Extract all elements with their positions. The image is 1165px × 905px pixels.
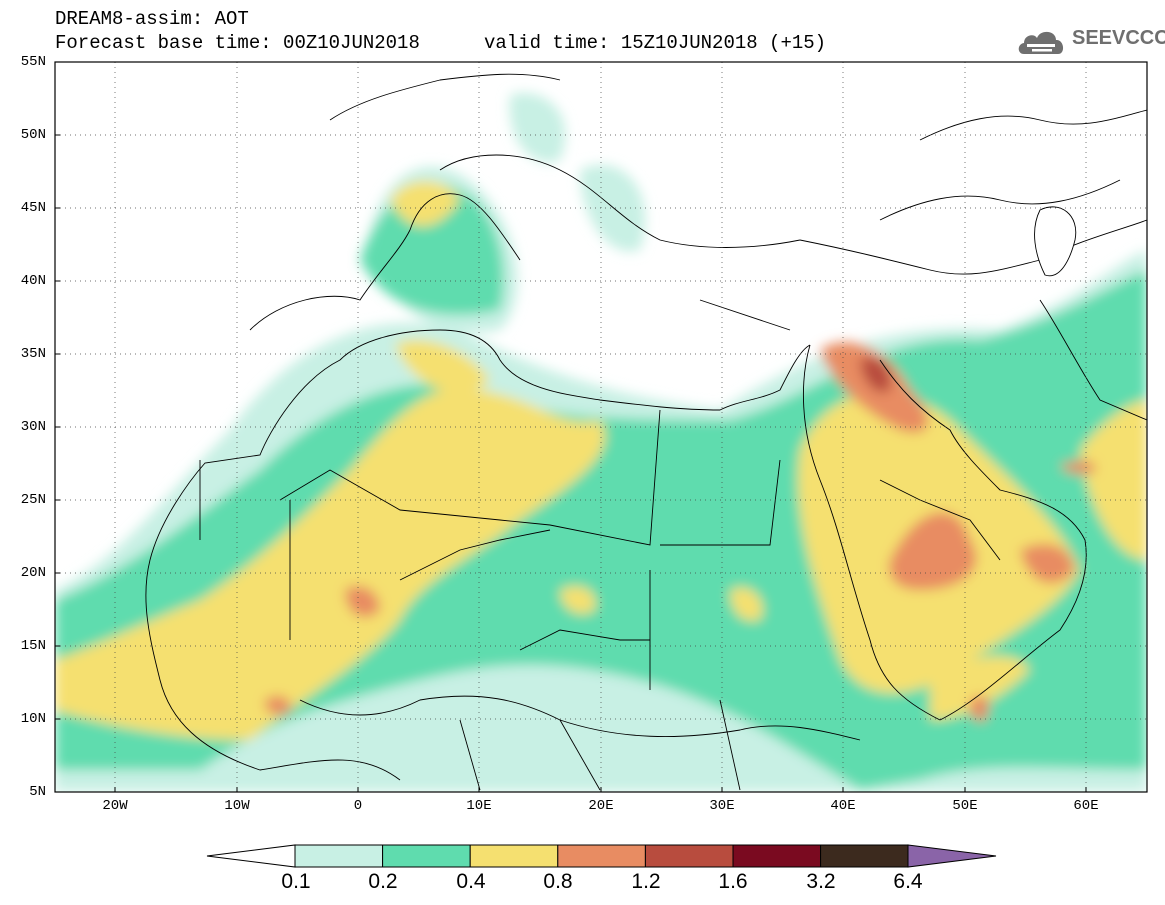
aot-field [55, 92, 1147, 792]
lat-label: 45N [20, 200, 46, 216]
lat-label: 55N [20, 54, 46, 70]
lat-label: 10N [20, 711, 46, 727]
logo-text: SEEVCCC [1072, 27, 1165, 49]
lat-label: 5N [29, 784, 46, 800]
colorbar-label: 3.2 [806, 870, 836, 893]
lon-label: 20E [588, 798, 614, 814]
caspian-sea [1034, 206, 1077, 277]
lat-label: 30N [20, 419, 46, 435]
colorbar-label: 6.4 [893, 870, 923, 893]
lon-label: 10W [224, 798, 250, 814]
lon-label: 0 [353, 798, 363, 814]
lat-label: 40N [20, 273, 46, 289]
colorbar-label: 0.4 [456, 870, 486, 893]
lat-label: 50N [20, 127, 46, 143]
colorbar-label: 0.2 [368, 870, 398, 893]
seevccc-logo: SEEVCCC [1016, 24, 1165, 58]
valid-time: valid time: 15Z10JUN2018 (+15) [484, 32, 827, 54]
graticule [55, 62, 1147, 792]
cloud-icon [1018, 31, 1064, 54]
lat-label: 25N [20, 492, 46, 508]
lat-label: 15N [20, 638, 46, 654]
forecast-base-time: Forecast base time: 00Z10JUN2018 [55, 32, 420, 54]
lon-label: 10E [466, 798, 492, 814]
colorbar-label: 0.8 [543, 870, 573, 893]
colorbar-label: 1.2 [631, 870, 661, 893]
lon-label: 40E [830, 798, 856, 814]
lat-label: 20N [20, 565, 46, 581]
colorbar-label: 0.1 [281, 870, 311, 893]
lat-label: 35N [20, 346, 46, 362]
lon-label: 60E [1073, 798, 1099, 814]
aot-map [54, 61, 1148, 793]
lon-label: 20W [102, 798, 128, 814]
colorbar-label: 1.6 [718, 870, 748, 893]
lon-label: 30E [709, 798, 735, 814]
lon-label: 50E [952, 798, 978, 814]
coastlines [145, 73, 1147, 791]
map-title: DREAM8-assim: AOT [55, 8, 249, 30]
